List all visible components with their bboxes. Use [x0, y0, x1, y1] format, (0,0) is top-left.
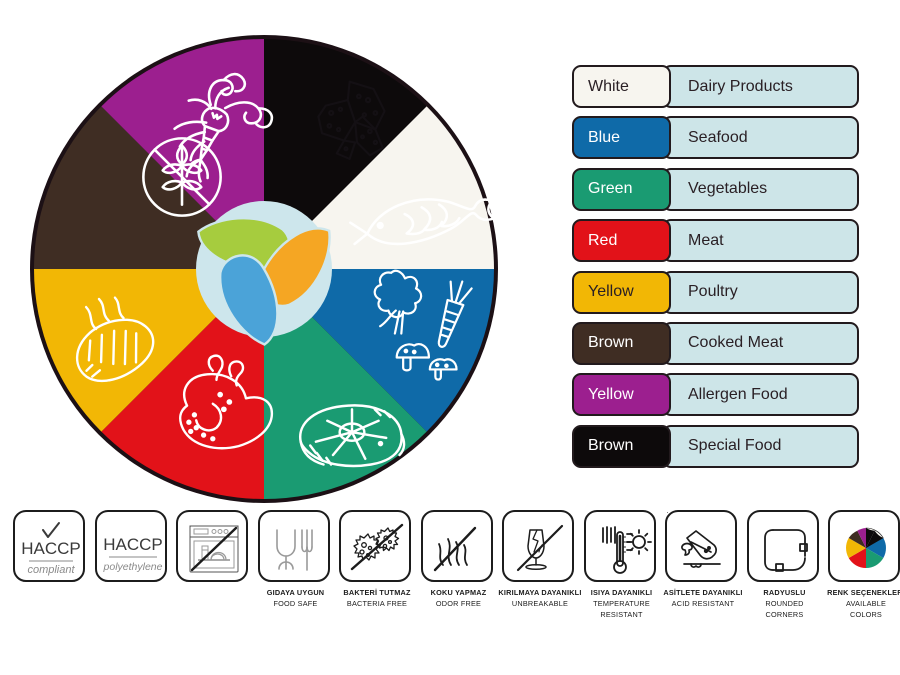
- svg-text:polyethylene: polyethylene: [102, 561, 162, 573]
- svg-text:compliant: compliant: [27, 564, 75, 576]
- svg-text:HACCP: HACCP: [21, 539, 81, 558]
- svg-text:HACCP: HACCP: [103, 535, 163, 554]
